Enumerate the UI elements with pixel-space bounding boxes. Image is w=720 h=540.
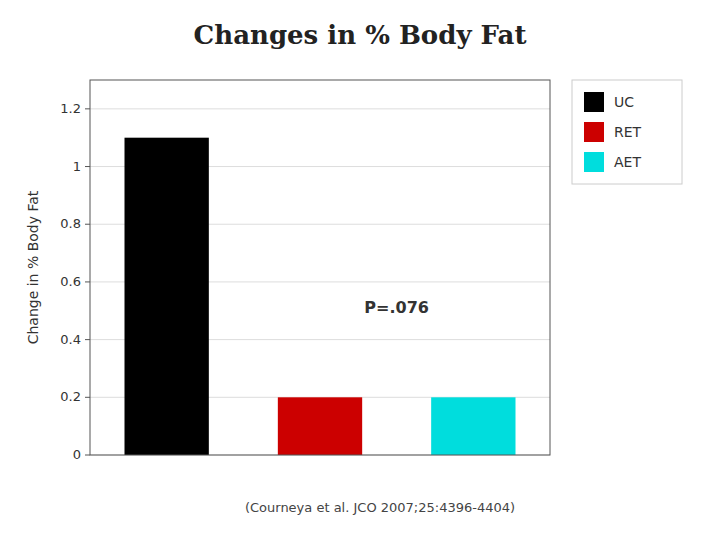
chart: Changes in % Body Fat 0 0.2 0.4 0.6 0.8 1 1.2 Ch…: [0, 0, 720, 540]
tick-mark: [85, 455, 90, 456]
legend-label: AET: [614, 154, 641, 170]
bars: [125, 138, 516, 455]
tick-mark: [85, 166, 90, 167]
legend-swatch: [584, 152, 604, 172]
grid-line: [90, 108, 550, 109]
tick-label: 0.6: [60, 274, 81, 289]
plot-frame: [90, 80, 550, 455]
tick-mark: [85, 397, 90, 398]
legend-swatch: [584, 92, 604, 112]
bar: [278, 397, 362, 455]
tick-mark: [85, 281, 90, 282]
tick-label: 0.8: [60, 216, 81, 231]
tick-label: 0.2: [60, 389, 81, 404]
legend-label: RET: [614, 124, 642, 140]
legend-swatch: [584, 122, 604, 142]
tick-mark: [85, 224, 90, 225]
source: (Courneya et al. JCO 2007;25:4396-4404): [245, 500, 515, 515]
legend-label: UC: [614, 94, 634, 110]
bar: [125, 138, 209, 455]
title: Changes in % Body Fat: [194, 20, 527, 50]
y-axis-label: Change in % Body Fat: [25, 190, 41, 344]
legend-box: [572, 80, 682, 184]
tick-mark: [85, 339, 90, 340]
bar: [431, 397, 515, 455]
y-ticks: 0 0.2 0.4 0.6 0.8 1 1.2: [60, 101, 90, 462]
tick-label: 1: [73, 159, 81, 174]
legend: UC RET AET: [572, 80, 682, 184]
annotation: P=.076: [364, 298, 429, 317]
tick-label: 1.2: [60, 101, 81, 116]
tick-label: 0.4: [60, 332, 81, 347]
tick-label: 0: [73, 447, 81, 462]
grid: [90, 109, 550, 455]
tick-mark: [85, 108, 90, 109]
